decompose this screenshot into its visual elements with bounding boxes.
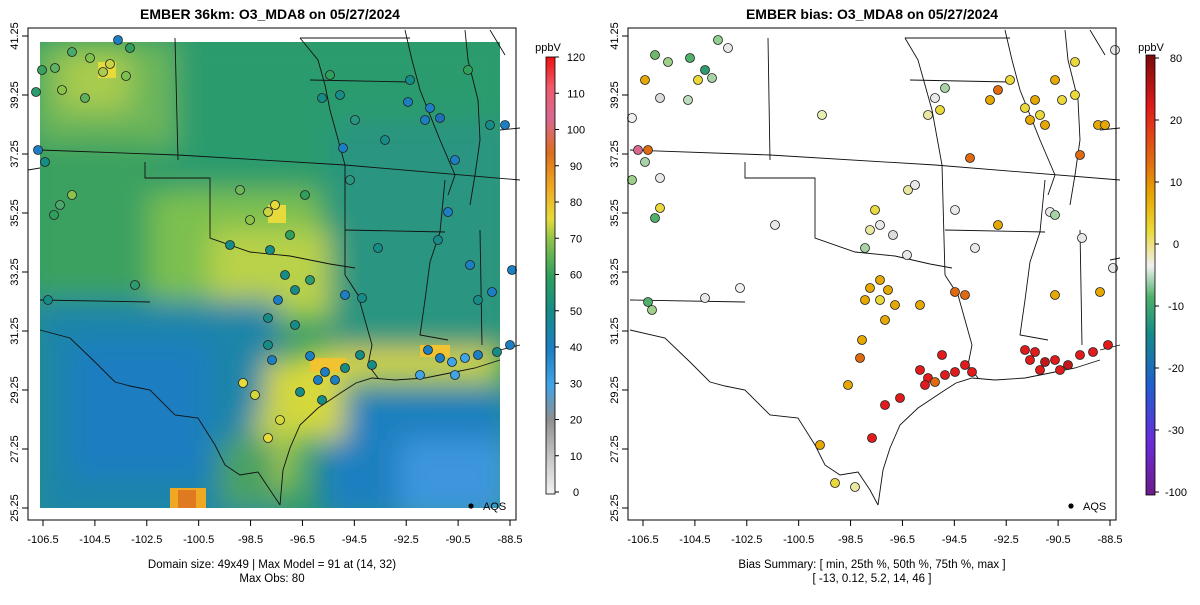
- y-tick-label: 35.25: [9, 199, 21, 227]
- colorbar-tick-label: 60: [570, 270, 582, 282]
- colorbar-tick-label: 30: [570, 378, 582, 390]
- x-tick-label: -98.5: [238, 534, 263, 546]
- colorbar-tick-label: 10: [1170, 177, 1182, 189]
- x-tick-label: -106.5: [627, 534, 658, 546]
- left-y-axis: 25.25 27.25 29.25 31.25 33.25 35.25 37.25 39.25…: [9, 22, 28, 522]
- left-colorbar: ppbV 0 10 20 30 40 50 60 70 80 90 100 110 120: [535, 42, 585, 499]
- colorbar-tick-label: 80: [1170, 53, 1182, 65]
- y-tick-label: 33.25: [9, 258, 21, 286]
- colorbar-tick-label: -20: [1168, 363, 1184, 375]
- colorbar-tick-label: 20: [570, 415, 582, 427]
- right-colorbar-unit: ppbV: [1138, 42, 1164, 54]
- colorbar-tick-label: -100: [1165, 487, 1187, 499]
- right-caption-1: Bias Summary: [ min, 25th %, 50th %, 75t…: [738, 559, 1005, 571]
- y-tick-label: 35.25: [609, 199, 621, 227]
- left-model-field: [28, 28, 516, 520]
- left-legend-label: AQS: [483, 501, 506, 513]
- left-colorbar-unit: ppbV: [535, 42, 561, 54]
- right-title: EMBER bias: O3_MDA8 on 05/27/2024: [746, 6, 998, 22]
- colorbar-tick-label: 0: [1173, 239, 1179, 251]
- right-legend: AQS: [1068, 501, 1106, 513]
- colorbar-tick-label: 70: [570, 233, 582, 245]
- x-tick-label: -98.5: [838, 534, 863, 546]
- x-tick-label: -88.5: [497, 534, 522, 546]
- colorbar-tick-label: 80: [570, 197, 582, 209]
- x-tick-label: -102.5: [131, 534, 162, 546]
- x-tick-label: -106.5: [27, 534, 58, 546]
- y-tick-label: 41.25: [609, 22, 621, 50]
- y-tick-label: 29.25: [609, 376, 621, 404]
- x-tick-label: -104.5: [79, 534, 110, 546]
- right-colorbar: ppbV 80 20 10 0 -10 -20 -30 -100: [1138, 42, 1187, 499]
- right-caption-2: [ -13, 0.12, 5.2, 14, 46 ]: [813, 573, 932, 585]
- x-tick-label: -94.5: [942, 534, 967, 546]
- x-tick-label: -92.5: [994, 534, 1019, 546]
- left-x-axis: -106.5 -104.5 -102.5 -100.5 -98.5 -96.5 -94.5 -…: [27, 520, 523, 546]
- right-plot-frame: [627, 27, 1117, 521]
- colorbar-tick-label: 110: [567, 88, 585, 100]
- colorbar-tick-label: -30: [1168, 425, 1184, 437]
- colorbar-tick-label: 0: [573, 487, 579, 499]
- y-tick-label: 29.25: [9, 376, 21, 404]
- y-tick-label: 27.25: [9, 435, 21, 463]
- x-tick-label: -90.5: [446, 534, 471, 546]
- colorbar-tick-label: 10: [570, 451, 582, 463]
- left-caption-2: Max Obs: 80: [239, 573, 304, 585]
- x-tick-label: -94.5: [342, 534, 367, 546]
- right-x-axis: -106.5 -104.5 -102.5 -100.5 -98.5 -96.5 -94.5 -…: [627, 520, 1123, 546]
- x-tick-label: -96.5: [890, 534, 915, 546]
- colorbar-tick-label: -10: [1168, 301, 1184, 313]
- y-tick-label: 37.25: [609, 140, 621, 168]
- y-tick-label: 39.25: [609, 81, 621, 109]
- x-tick-label: -96.5: [290, 534, 315, 546]
- x-tick-label: -102.5: [731, 534, 762, 546]
- right-y-axis: 25.25 27.25 29.25 31.25 33.25 35.25 37.25 39.25…: [609, 22, 628, 522]
- x-tick-label: -100.5: [783, 534, 814, 546]
- y-tick-label: 25.25: [9, 494, 21, 522]
- y-tick-label: 39.25: [9, 81, 21, 109]
- colorbar-tick-label: 40: [570, 342, 582, 354]
- right-map-boundaries: [629, 29, 1121, 506]
- x-tick-label: -92.5: [394, 534, 419, 546]
- left-title: EMBER 36km: O3_MDA8 on 05/27/2024: [140, 6, 400, 22]
- colorbar-tick-label: 20: [1170, 115, 1182, 127]
- x-tick-label: -90.5: [1046, 534, 1071, 546]
- left-station-markers: [31, 35, 517, 443]
- right-station-markers: [627, 35, 1120, 492]
- legend-dot-icon: [1068, 503, 1074, 509]
- left-plot-frame: [27, 27, 517, 521]
- left-caption-1: Domain size: 49x49 | Max Model = 91 at (…: [148, 559, 396, 571]
- y-tick-label: 41.25: [9, 22, 21, 50]
- legend-dot-icon: [468, 503, 474, 509]
- y-tick-label: 33.25: [609, 258, 621, 286]
- y-tick-label: 37.25: [9, 140, 21, 168]
- colorbar-tick-label: 90: [570, 161, 582, 173]
- y-tick-label: 27.25: [609, 435, 621, 463]
- right-legend-label: AQS: [1083, 501, 1106, 513]
- y-tick-label: 31.25: [609, 317, 621, 345]
- colorbar-tick-label: 100: [567, 125, 585, 137]
- y-tick-label: 25.25: [609, 494, 621, 522]
- x-tick-label: -104.5: [679, 534, 710, 546]
- x-tick-label: -100.5: [183, 534, 214, 546]
- left-map-boundaries: [27, 29, 521, 506]
- colorbar-tick-label: 120: [567, 52, 585, 64]
- left-legend: AQS: [468, 501, 506, 513]
- colorbar-tick-label: 50: [570, 306, 582, 318]
- x-tick-label: -88.5: [1097, 534, 1122, 546]
- y-tick-label: 31.25: [9, 317, 21, 345]
